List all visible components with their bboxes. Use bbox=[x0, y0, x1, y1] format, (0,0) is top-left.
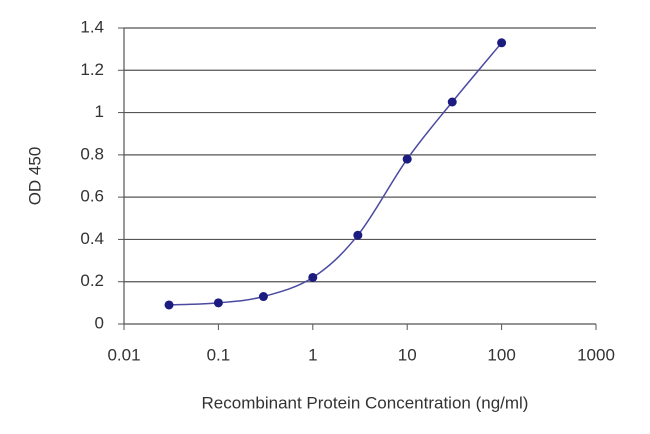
data-point bbox=[353, 230, 363, 240]
data-point bbox=[308, 272, 318, 282]
x-tick-label: 0.1 bbox=[207, 345, 231, 364]
data-point bbox=[402, 154, 412, 164]
x-axis-label: Recombinant Protein Concentration (ng/ml… bbox=[202, 393, 529, 412]
y-tick-label: 1.2 bbox=[80, 60, 104, 79]
y-axis-label: OD 450 bbox=[25, 147, 44, 206]
y-tick-label: 0 bbox=[95, 313, 104, 332]
x-tick-label: 1000 bbox=[577, 345, 615, 364]
data-point bbox=[164, 300, 174, 310]
y-tick-label: 0.4 bbox=[80, 229, 104, 248]
x-tick-label: 0.01 bbox=[107, 345, 140, 364]
data-point bbox=[447, 97, 457, 107]
data-point bbox=[497, 38, 507, 48]
y-tick-label: 1 bbox=[95, 102, 104, 121]
y-tick-label: 0.8 bbox=[80, 144, 104, 163]
data-point bbox=[258, 292, 268, 302]
y-tick-label: 1.4 bbox=[80, 17, 104, 36]
x-tick-label: 1 bbox=[308, 345, 317, 364]
y-tick-label: 0.6 bbox=[80, 187, 104, 206]
data-line bbox=[169, 42, 503, 306]
y-tick-label: 0.2 bbox=[80, 271, 104, 290]
x-tick-label: 10 bbox=[398, 345, 417, 364]
data-point bbox=[213, 298, 223, 308]
x-tick-label: 100 bbox=[487, 345, 515, 364]
